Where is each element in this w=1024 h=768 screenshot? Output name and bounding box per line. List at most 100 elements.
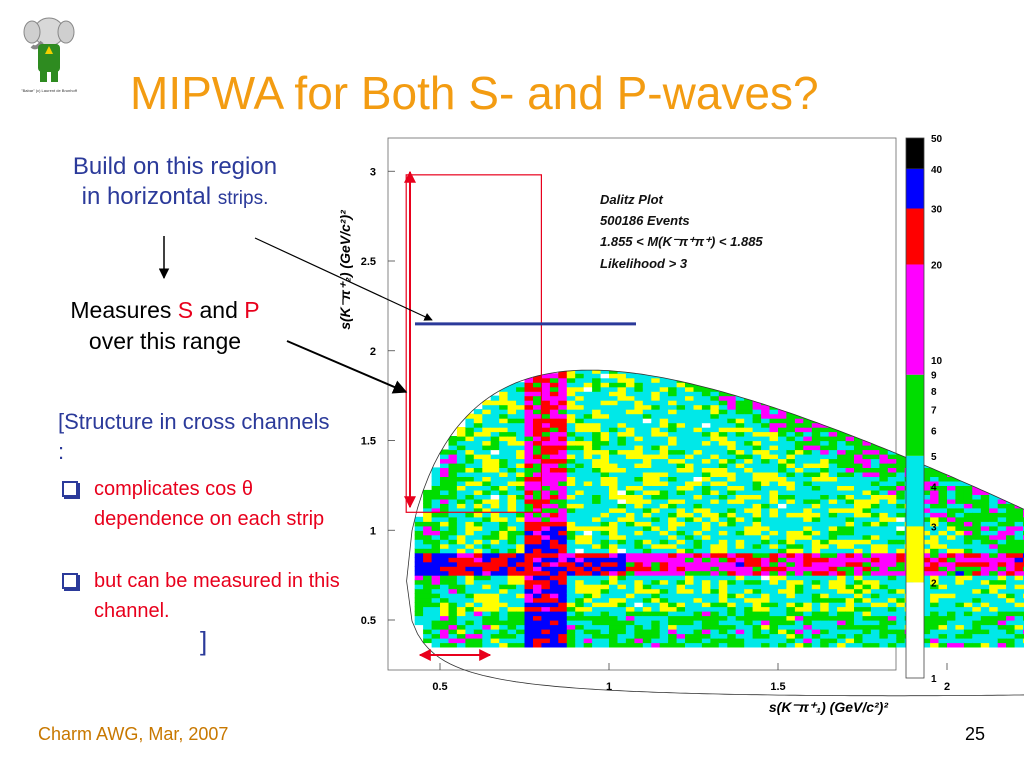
density-cell [845, 521, 855, 527]
density-cell [676, 521, 686, 527]
density-cell [786, 642, 796, 648]
density-cell [803, 471, 813, 477]
density-cell [769, 543, 779, 549]
density-cell [685, 548, 695, 554]
density-cell [575, 413, 585, 419]
density-cell [625, 534, 635, 540]
density-cell [659, 629, 669, 635]
density-cell [524, 566, 534, 572]
density-cell [685, 566, 695, 572]
density-cell [854, 620, 864, 626]
density-cell [685, 512, 695, 518]
density-cell [524, 436, 534, 442]
density-cell [533, 597, 543, 603]
density-cell [634, 418, 644, 424]
density-cell [837, 579, 847, 585]
density-cell [625, 489, 635, 495]
density-cell [533, 557, 543, 563]
density-cell [625, 427, 635, 433]
density-cell [448, 588, 458, 594]
density-cell [972, 543, 982, 549]
density-cell [473, 620, 483, 626]
density-cell [938, 552, 948, 558]
density-cell [600, 566, 610, 572]
density-cell [870, 521, 880, 527]
density-cell [473, 512, 483, 518]
density-cell [456, 539, 466, 545]
density-cell [668, 427, 678, 433]
density-cell [659, 391, 669, 397]
density-cell [896, 512, 906, 518]
density-cell [651, 507, 661, 513]
density-cell [549, 575, 559, 581]
density-cell [516, 633, 526, 639]
density-cell [482, 471, 492, 477]
density-cell [600, 588, 610, 594]
density-cell [634, 436, 644, 442]
density-cell [701, 386, 711, 392]
density-cell [887, 471, 897, 477]
density-cell [473, 543, 483, 549]
density-cell [575, 485, 585, 491]
density-cell [431, 633, 441, 639]
density-cell [558, 570, 568, 576]
density-cell [659, 575, 669, 581]
density-cell [972, 512, 982, 518]
density-cell [947, 489, 957, 495]
density-cell [609, 543, 619, 549]
density-cell [828, 597, 838, 603]
babar-elephant-logo: "Babar" (c) Laurent de Brunhoff [21, 17, 78, 93]
density-cell [456, 431, 466, 437]
density-cell [837, 624, 847, 630]
density-cell [989, 579, 999, 585]
density-cell [507, 409, 517, 415]
density-cell [516, 386, 526, 392]
density-cell [507, 476, 517, 482]
density-cell [938, 539, 948, 545]
density-cell [811, 615, 821, 621]
density-cell [583, 427, 593, 433]
density-cell [642, 615, 652, 621]
density-cell [837, 642, 847, 648]
density-cell [778, 521, 788, 527]
density-cell [507, 561, 517, 567]
density-cell [837, 480, 847, 486]
density-cell [887, 597, 897, 603]
density-cell [786, 575, 796, 581]
density-cell [431, 480, 441, 486]
density-cell [625, 602, 635, 608]
density-cell [803, 579, 813, 585]
density-cell [727, 525, 737, 531]
density-cell [854, 485, 864, 491]
density-cell [651, 611, 661, 617]
colorbar-label: 30 [931, 205, 943, 216]
density-cell [642, 557, 652, 563]
density-cell [701, 548, 711, 554]
density-cell [718, 561, 728, 567]
density-cell [558, 566, 568, 572]
density-cell [778, 413, 788, 419]
density-cell [845, 467, 855, 473]
square-bullet-icon [62, 481, 78, 497]
density-cell [980, 494, 990, 500]
density-cell [862, 588, 872, 594]
density-cell [423, 579, 433, 585]
density-cell [490, 436, 500, 442]
density-cell [592, 382, 602, 388]
density-cell [625, 458, 635, 464]
density-cell [440, 606, 450, 612]
density-cell [676, 498, 686, 504]
density-cell [963, 579, 973, 585]
density-cell [482, 557, 492, 563]
density-cell [693, 633, 703, 639]
density-cell [761, 593, 771, 599]
density-cell [440, 642, 450, 648]
density-cell [693, 498, 703, 504]
density-cell [668, 480, 678, 486]
density-cell [659, 512, 669, 518]
density-cell [930, 606, 940, 612]
density-cell [752, 507, 762, 513]
density-cell [482, 620, 492, 626]
density-cell [524, 498, 534, 504]
density-cell [533, 588, 543, 594]
